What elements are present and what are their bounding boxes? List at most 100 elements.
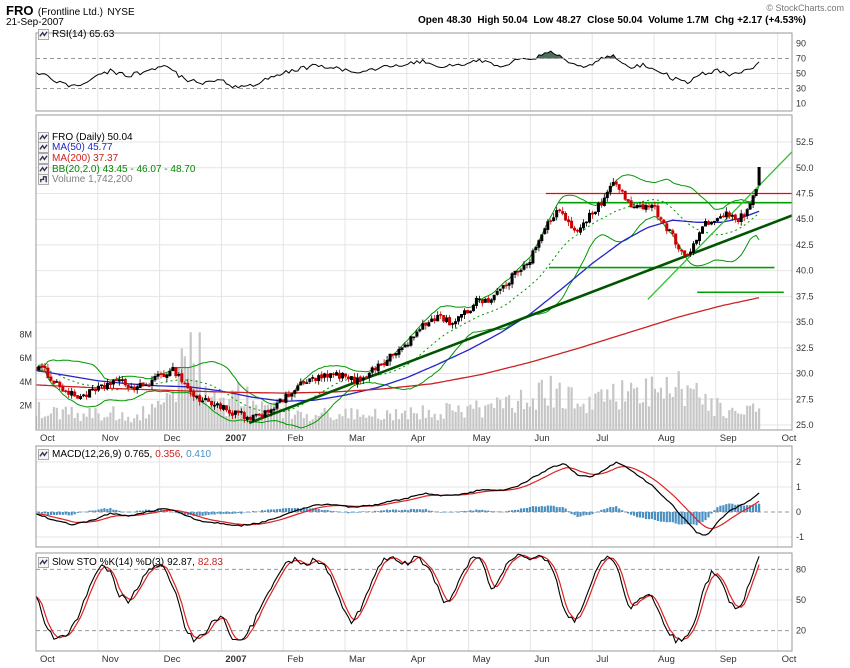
rsi-indicator-icon (38, 29, 49, 40)
rsi-legend-label: RSI(14) 65.63 (52, 29, 115, 40)
svg-text:2: 2 (796, 457, 801, 467)
svg-text:Apr: Apr (411, 654, 426, 665)
volume-legend-label: Volume 1,742,200 (52, 174, 133, 186)
ma50-legend-row: MA(50) 45.77 (38, 142, 195, 154)
svg-text:Jun: Jun (534, 433, 549, 444)
svg-text:Jul: Jul (596, 433, 608, 444)
svg-text:Oct: Oct (782, 654, 797, 665)
svg-text:Aug: Aug (658, 433, 675, 444)
quote-line: Open 48.30 High 50.04 Low 48.27 Close 50.04 … (415, 15, 806, 26)
price-legend-block: FRO (Daily) 50.04 MA(50) 45.77 MA(200) 3… (38, 131, 196, 186)
quote-high-label: High (477, 15, 500, 26)
ma200-legend-label: MA(200) 37.37 (52, 152, 119, 164)
svg-text:Jul: Jul (596, 654, 608, 665)
svg-text:Mar: Mar (349, 654, 365, 665)
quote-volume-label: Volume (648, 15, 684, 26)
macd-hist-value: 0.410 (186, 449, 212, 460)
svg-text:Dec: Dec (164, 433, 181, 444)
svg-text:Oct: Oct (40, 654, 55, 665)
ticker-symbol: FRO (6, 3, 34, 18)
quote-high-value: 50.04 (502, 15, 528, 26)
svg-text:1: 1 (796, 482, 801, 492)
volume-legend-row: Volume 1,742,200 (38, 174, 195, 186)
sto-legend: Slow STO %K(14) %D(3) 92.87, 82.83 (38, 557, 223, 568)
bb-legend-label: BB(20,2.0) 43.45 - 46.07 - 48.70 (52, 163, 196, 175)
volume-bars-icon (38, 174, 49, 186)
svg-text:Feb: Feb (287, 433, 303, 444)
macd-indicator-icon (38, 449, 49, 460)
copyright-text: © StockCharts.com (766, 3, 844, 13)
svg-text:25.0: 25.0 (796, 420, 814, 430)
svg-text:Nov: Nov (102, 654, 119, 665)
ma200-legend-row: MA(200) 37.37 (38, 152, 195, 164)
bb-legend-row: BB(20,2.0) 43.45 - 46.07 - 48.70 (38, 163, 196, 175)
chart-date: 21-Sep-2007 (6, 17, 64, 28)
svg-text:Jun: Jun (534, 654, 549, 665)
svg-text:42.5: 42.5 (796, 240, 814, 250)
svg-text:50.0: 50.0 (796, 163, 814, 173)
svg-text:32.5: 32.5 (796, 343, 814, 353)
svg-text:Oct: Oct (782, 433, 797, 444)
svg-text:47.5: 47.5 (796, 188, 814, 198)
svg-text:10: 10 (796, 99, 806, 109)
svg-text:27.5: 27.5 (796, 394, 814, 404)
chart-title: FRO (Frontline Ltd.) NYSE (6, 2, 135, 20)
svg-text:80: 80 (796, 564, 806, 574)
svg-text:30.0: 30.0 (796, 369, 814, 379)
quote-open-label: Open (417, 15, 444, 26)
price-legend-row: FRO (Daily) 50.04 (38, 131, 195, 143)
svg-text:52.5: 52.5 (796, 137, 814, 147)
company-name: (Frontline Ltd.) (37, 7, 103, 18)
bollinger-bands-icon (38, 163, 49, 175)
svg-text:Mar: Mar (349, 433, 365, 444)
svg-text:70: 70 (796, 54, 806, 64)
svg-text:Sep: Sep (720, 654, 737, 665)
macd-legend-label: MACD(12,26,9) (52, 449, 122, 460)
sto-legend-label: Slow STO %K(14) %D(3) (52, 557, 165, 568)
svg-text:Feb: Feb (287, 654, 303, 665)
svg-text:Nov: Nov (102, 433, 119, 444)
exchange-name: NYSE (107, 7, 135, 18)
macd-value: 0.765, (124, 449, 153, 460)
svg-text:Dec: Dec (164, 654, 181, 665)
svg-text:37.5: 37.5 (796, 291, 814, 301)
svg-text:Sep: Sep (720, 433, 737, 444)
ma50-icon (38, 142, 49, 154)
svg-text:2M: 2M (19, 400, 32, 410)
svg-text:50: 50 (796, 69, 806, 79)
svg-text:8M: 8M (19, 330, 32, 340)
ma200-icon (38, 152, 49, 164)
svg-text:50: 50 (796, 595, 806, 605)
macd-legend: MACD(12,26,9) 0.765, 0.356, 0.410 (38, 449, 211, 460)
quote-chg-label: Chg (714, 15, 735, 26)
stochastic-indicator-icon (38, 557, 49, 568)
rsi-legend: RSI(14) 65.63 (38, 29, 114, 40)
quote-low-label: Low (533, 15, 554, 26)
svg-text:Aug: Aug (658, 654, 675, 665)
svg-text:90: 90 (796, 39, 806, 49)
svg-text:2007: 2007 (225, 654, 246, 665)
quote-open-value: 48.30 (446, 15, 472, 26)
macd-signal-value: 0.356, (155, 449, 184, 460)
svg-text:45.0: 45.0 (796, 214, 814, 224)
svg-text:Oct: Oct (40, 433, 55, 444)
svg-text:2007: 2007 (225, 433, 246, 444)
svg-text:6M: 6M (19, 353, 32, 363)
quote-volume-value: 1.7M (686, 15, 709, 26)
quote-chg-value: +2.17 (+4.53%) (737, 15, 806, 26)
price-legend-label: FRO (Daily) 50.04 (52, 131, 133, 143)
svg-text:30: 30 (796, 84, 806, 94)
svg-text:May: May (473, 654, 491, 665)
svg-text:Apr: Apr (411, 433, 426, 444)
svg-text:-1: -1 (796, 532, 804, 542)
sto-k-value: 92.87, (167, 557, 195, 568)
svg-text:0: 0 (796, 507, 801, 517)
quote-low-value: 48.27 (556, 15, 582, 26)
sto-d-value: 82.83 (197, 557, 223, 568)
quote-close-label: Close (587, 15, 615, 26)
svg-text:40.0: 40.0 (796, 266, 814, 276)
candlestick-icon (38, 131, 49, 143)
ma50-legend-label: MA(50) 45.77 (52, 142, 113, 154)
svg-text:35.0: 35.0 (796, 317, 814, 327)
quote-close-value: 50.04 (617, 15, 643, 26)
